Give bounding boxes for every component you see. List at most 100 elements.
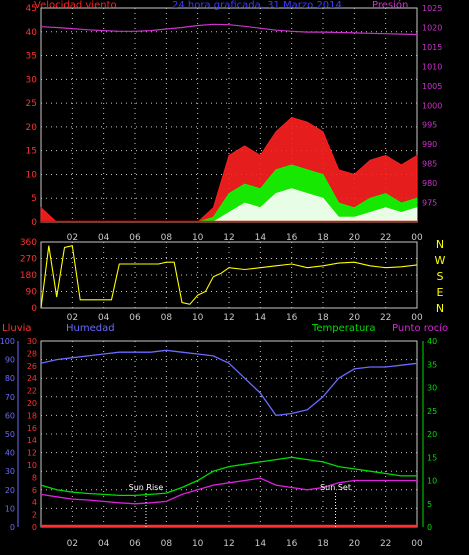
compass-label: S xyxy=(437,270,444,283)
wind-speed-tick-label: 0 xyxy=(31,218,37,228)
rain-tick-label: 16 xyxy=(27,424,37,433)
temperature-tick-label: 35 xyxy=(427,360,437,369)
wind-pressure-ticks: 0510152025303540459759809859909951000100… xyxy=(26,4,443,243)
temp-humidity-ticks: 0102030405060708090100024681012141618202… xyxy=(0,337,437,549)
series-line-humedad xyxy=(40,349,418,417)
x-tick-label: 02 xyxy=(67,313,78,323)
pressure-tick-label: 1010 xyxy=(422,62,442,71)
x-tick-label: 18 xyxy=(317,313,329,323)
temperature-tick-label: 40 xyxy=(427,337,437,346)
direction-tick-label: 0 xyxy=(31,304,37,314)
rain-tick-label: 6 xyxy=(32,486,37,495)
rain-tick-label: 28 xyxy=(27,349,37,358)
rain-tick-label: 14 xyxy=(27,436,37,445)
humidity-tick-label: 10 xyxy=(5,504,15,513)
rain-tick-label: 26 xyxy=(27,362,37,371)
rain-axis-label: Lluvia xyxy=(2,323,32,334)
x-tick-label: 16 xyxy=(286,233,298,243)
rain-tick-label: 2 xyxy=(32,511,37,520)
humidity-tick-label: 0 xyxy=(10,523,15,532)
wind-speed-axis-label: Velocidad viento xyxy=(34,0,117,11)
rain-tick-label: 30 xyxy=(27,337,37,346)
pressure-tick-label: 1000 xyxy=(422,101,442,110)
temperature-tick-label: 15 xyxy=(427,453,437,462)
direction-tick-label: 360 xyxy=(20,238,37,248)
x-tick-label: 10 xyxy=(192,233,204,243)
wind-speed-tick-label: 20 xyxy=(26,123,38,133)
direction-tick-label: 90 xyxy=(26,288,38,298)
humidity-tick-label: 60 xyxy=(5,411,15,420)
pressure-tick-label: 1020 xyxy=(422,23,442,32)
x-tick-label: 22 xyxy=(380,313,391,323)
rain-tick-label: 24 xyxy=(27,374,37,383)
compass-label: W xyxy=(435,254,446,267)
x-tick-label: 06 xyxy=(129,539,141,549)
temperature-axis-label: Temperatura xyxy=(311,323,376,334)
series-line-temperatura xyxy=(40,456,417,497)
wind-direction-plot-frame xyxy=(40,241,418,309)
x-tick-label: 14 xyxy=(255,539,267,549)
sun-annotation-label: Sun Set xyxy=(320,483,351,492)
temperature-tick-label: 0 xyxy=(427,523,432,532)
temperature-tick-label: 20 xyxy=(427,430,437,439)
x-tick-label: 08 xyxy=(161,313,173,323)
wind-speed-tick-label: 30 xyxy=(26,75,38,85)
chart-title: 24 hora graficada, 31 Marzo 2014 xyxy=(172,0,342,11)
x-tick-label: 08 xyxy=(161,539,173,549)
wind-pressure-series xyxy=(40,23,418,223)
x-tick-label: 04 xyxy=(98,313,110,323)
x-tick-label: 10 xyxy=(192,539,204,549)
compass-label: N xyxy=(436,238,444,251)
humidity-tick-label: 40 xyxy=(5,449,15,458)
pressure-tick-label: 1025 xyxy=(422,4,442,13)
x-tick-label: 02 xyxy=(67,539,78,549)
x-tick-label: 16 xyxy=(286,539,298,549)
rain-tick-label: 20 xyxy=(27,399,37,408)
rain-tick-label: 18 xyxy=(27,411,37,420)
humidity-tick-label: 20 xyxy=(5,486,15,495)
x-tick-label: 18 xyxy=(317,539,329,549)
direction-tick-label: 180 xyxy=(20,271,37,281)
x-tick-label: 20 xyxy=(349,313,361,323)
x-tick-label: 18 xyxy=(317,233,329,243)
series-line-punto-roc-o xyxy=(40,477,417,505)
temperature-tick-label: 5 xyxy=(427,500,432,509)
compass-label: N xyxy=(436,302,444,315)
x-tick-label: 08 xyxy=(161,233,173,243)
pressure-tick-label: 1005 xyxy=(422,82,442,91)
wind-pressure-grid xyxy=(41,8,417,222)
rain-tick-label: 4 xyxy=(32,498,37,507)
humidity-tick-label: 80 xyxy=(5,374,15,383)
x-tick-label: 12 xyxy=(223,539,234,549)
pressure-tick-label: 1015 xyxy=(422,43,442,52)
x-tick-label: 22 xyxy=(380,233,391,243)
rain-tick-label: 22 xyxy=(27,387,37,396)
humidity-axis-label: Humedad xyxy=(66,323,115,334)
x-tick-label: 14 xyxy=(255,233,267,243)
x-tick-label: 10 xyxy=(192,313,204,323)
temp-humidity-grid xyxy=(41,341,417,527)
x-tick-label: 06 xyxy=(129,313,141,323)
compass-label: E xyxy=(437,286,444,299)
temperature-tick-label: 10 xyxy=(427,477,437,486)
wind-direction-line xyxy=(40,245,418,309)
pressure-tick-label: 995 xyxy=(422,121,437,130)
wind-speed-tick-label: 45 xyxy=(26,4,37,14)
x-tick-label: 22 xyxy=(380,539,391,549)
rain-tick-label: 0 xyxy=(32,523,37,532)
wind-speed-tick-label: 5 xyxy=(31,194,37,204)
sun-annotation-label: Sun Rise xyxy=(129,483,164,492)
humidity-tick-label: 100 xyxy=(0,337,15,346)
direction-tick-label: 270 xyxy=(20,255,37,265)
temperature-tick-label: 30 xyxy=(427,384,437,393)
rain-tick-label: 12 xyxy=(27,449,37,458)
wind-speed-tick-label: 25 xyxy=(26,99,37,109)
temperature-tick-label: 25 xyxy=(427,407,437,416)
wind-direction-grid xyxy=(41,242,417,308)
pressure-tick-label: 990 xyxy=(422,140,437,149)
wind-speed-tick-label: 35 xyxy=(26,52,37,62)
wind-speed-tick-label: 10 xyxy=(26,170,38,180)
temp-humidity-plot-frame xyxy=(40,340,418,528)
